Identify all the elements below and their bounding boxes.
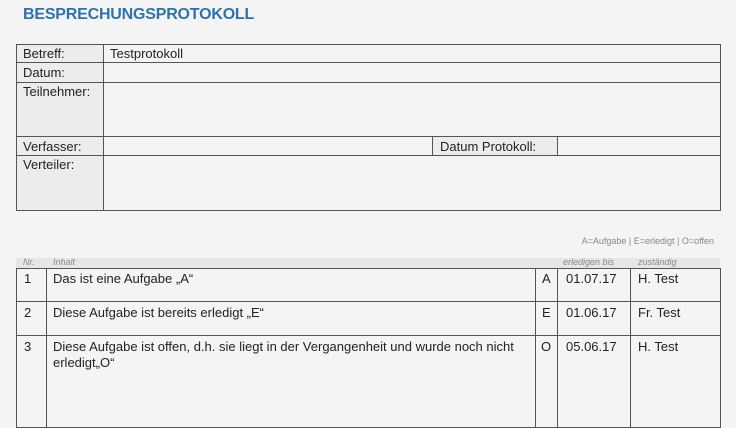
col-erledigen-bis: erledigen bis — [563, 257, 615, 267]
col-divider — [46, 268, 536, 428]
verteiler-field[interactable] — [104, 156, 720, 210]
verfasser-field[interactable] — [104, 137, 432, 155]
betreff-label: Betreff: — [23, 46, 65, 61]
datum-protokoll-field[interactable] — [558, 137, 720, 155]
datum-label: Datum: — [23, 65, 65, 80]
row-divider — [16, 62, 721, 83]
datum-protokoll-cell — [432, 136, 558, 156]
teilnehmer-field[interactable] — [104, 83, 720, 136]
row-nr: 3 — [24, 339, 32, 354]
row-date: 01.06.17 — [566, 305, 617, 320]
row-person: Fr. Test — [638, 305, 681, 320]
row-date: 01.07.17 — [566, 271, 617, 286]
verfasser-label: Verfasser: — [23, 139, 82, 154]
col-divider — [557, 268, 631, 428]
row-nr: 1 — [24, 271, 32, 286]
col-nr: Nr. — [23, 257, 35, 267]
teilnehmer-label: Teilnehmer: — [23, 84, 91, 99]
datum-protokoll-label: Datum Protokoll: — [440, 139, 537, 154]
datum-field[interactable] — [104, 63, 720, 82]
row-inhalt[interactable]: Das ist eine Aufgabe „A“ — [53, 271, 194, 286]
row-status: O — [541, 339, 552, 354]
betreff-field[interactable]: Testprotokoll — [110, 46, 183, 61]
row-person: H. Test — [638, 271, 679, 286]
row-divider — [16, 301, 721, 336]
column-header-bar — [16, 258, 720, 268]
label-column — [16, 44, 104, 211]
row-inhalt[interactable]: Diese Aufgabe ist offen, d.h. sie liegt … — [53, 339, 514, 354]
row-divider — [16, 136, 721, 156]
row-status: E — [542, 305, 551, 320]
status-legend: A=Aufgabe | E=erledigt | O=offen — [581, 236, 714, 246]
page-title: BESPRECHUNGSPROTOKOLL — [23, 6, 255, 23]
verteiler-label: Verteiler: — [23, 157, 75, 172]
row-inhalt[interactable]: Diese Aufgabe ist bereits erledigt „E“ — [53, 305, 264, 320]
row-nr: 2 — [24, 305, 32, 320]
row-inhalt-line2[interactable]: erledigt„O“ — [53, 355, 115, 370]
col-inhalt: Inhalt — [53, 257, 76, 267]
row-status: A — [542, 271, 551, 286]
row-date: 05.06.17 — [566, 339, 617, 354]
col-zustaendig: zuständig — [638, 257, 677, 267]
row-person: H. Test — [638, 339, 679, 354]
header-table — [16, 44, 721, 211]
